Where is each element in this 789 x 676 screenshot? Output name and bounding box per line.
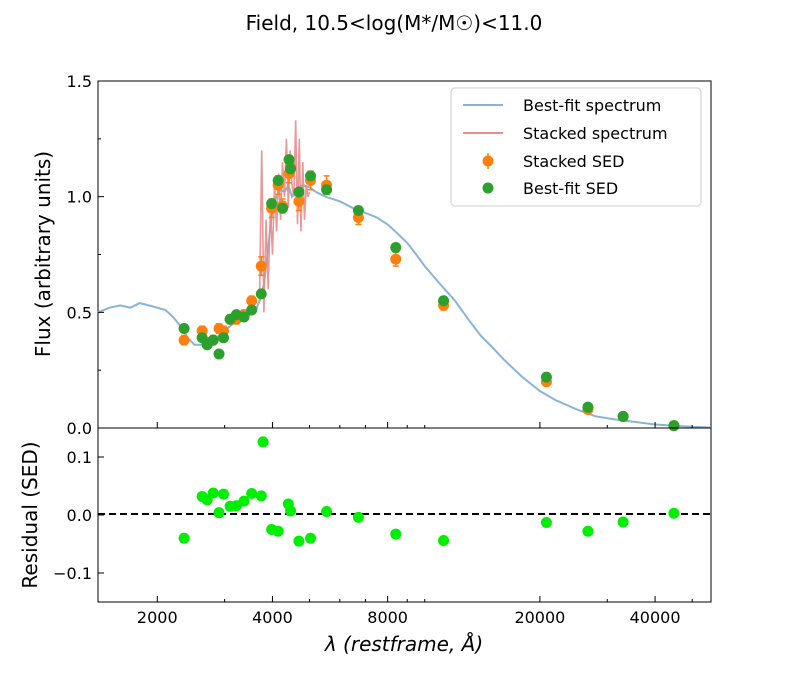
flux-panel: 0.0 0.5 1.0 1.5 Flux (arbitrary units) Best… [31,72,712,438]
best-fit-sed-point [246,304,258,316]
xtick-label: 4000 [252,608,293,627]
residual-axis-label: Residual (SED) [18,441,42,588]
residual-point [293,535,305,547]
best-fit-sed-point [283,154,295,166]
best-fit-sed-point [266,198,278,210]
flux-ytick-label: 0.5 [67,303,92,322]
residual-point [207,487,219,499]
legend: Best-fit spectrum Stacked spectrum Stack… [450,87,702,207]
best-fit-sed-point [272,174,284,186]
best-fit-sed-point [617,410,629,422]
legend-box [450,87,702,207]
residual-panel: −0.1 0.0 0.1 2000 4000 8000 20000 40000 Residu… [18,427,712,627]
legend-label-best-fit-sed: Best-fit SED [523,179,618,198]
residual-point [272,525,284,537]
legend-swatch-best-fit-sed [482,182,494,194]
best-fit-spectrum-line [97,182,712,429]
residual-point [213,507,225,519]
residual-point [255,490,267,502]
residual-point [321,506,333,518]
xtick-label: 20000 [514,608,565,627]
residual-ytick-label: 0.1 [67,448,92,467]
best-fit-sed-point [178,323,190,335]
flux-ytick-label: 1.0 [67,188,92,207]
xtick-label: 8000 [367,608,408,627]
residual-point [178,532,190,544]
flux-ytick-label: 1.5 [67,72,92,91]
stacked-sed-point [255,260,267,272]
stacked-sed-point [293,195,305,207]
best-fit-sed-point [207,334,219,346]
residual-point [285,505,297,517]
stacked-spectrum-line [258,120,311,313]
xtick-label: 2000 [137,608,178,627]
best-fit-sed-point [255,288,267,300]
residual-point [668,507,680,519]
legend-swatch-stacked-sed [482,155,494,167]
best-fit-sed-point [213,348,225,360]
flux-axis-label: Flux (arbitrary units) [31,151,55,357]
residual-point [305,532,317,544]
residual-ytick-label: −0.1 [53,564,92,583]
residual-point [438,535,450,547]
xtick-label: 40000 [630,608,681,627]
legend-label-stacked-sed: Stacked SED [523,152,624,171]
residual-point [257,436,269,448]
best-fit-sed-point [218,332,230,344]
best-fit-sed-point [668,420,680,432]
best-fit-sed-point [352,205,364,217]
residual-point [218,488,230,500]
residual-point [246,488,258,500]
best-fit-sed-point [277,202,289,214]
best-fit-sed-point [540,371,552,383]
x-axis-label: λ (restframe, Å) [324,632,483,656]
best-fit-sed-point [321,184,333,196]
residual-ytick-label: 0.0 [67,506,92,525]
flux-ytick-label: 0.0 [67,419,92,438]
residual-point [540,517,552,529]
stacked-sed-point [178,334,190,346]
legend-label-best-fit-spectrum: Best-fit spectrum [523,96,661,115]
stacked-sed-point [246,295,258,307]
stacked-sed-point [390,253,402,265]
residual-point [352,511,364,523]
residual-point [582,525,594,537]
best-fit-sed-point [285,163,297,175]
best-fit-sed-point [305,170,317,182]
best-fit-sed-point [438,295,450,307]
legend-label-stacked-spectrum: Stacked spectrum [523,124,668,143]
chart-title: Field, 10.5<log(M*/M☉)<11.0 [246,11,543,35]
best-fit-sed-point [390,242,402,254]
residual-point [617,516,629,528]
residual-point [238,495,250,507]
residual-point [390,528,402,540]
best-fit-sed-point [238,311,250,323]
best-fit-sed-point [582,401,594,413]
best-fit-sed-point [293,186,305,198]
